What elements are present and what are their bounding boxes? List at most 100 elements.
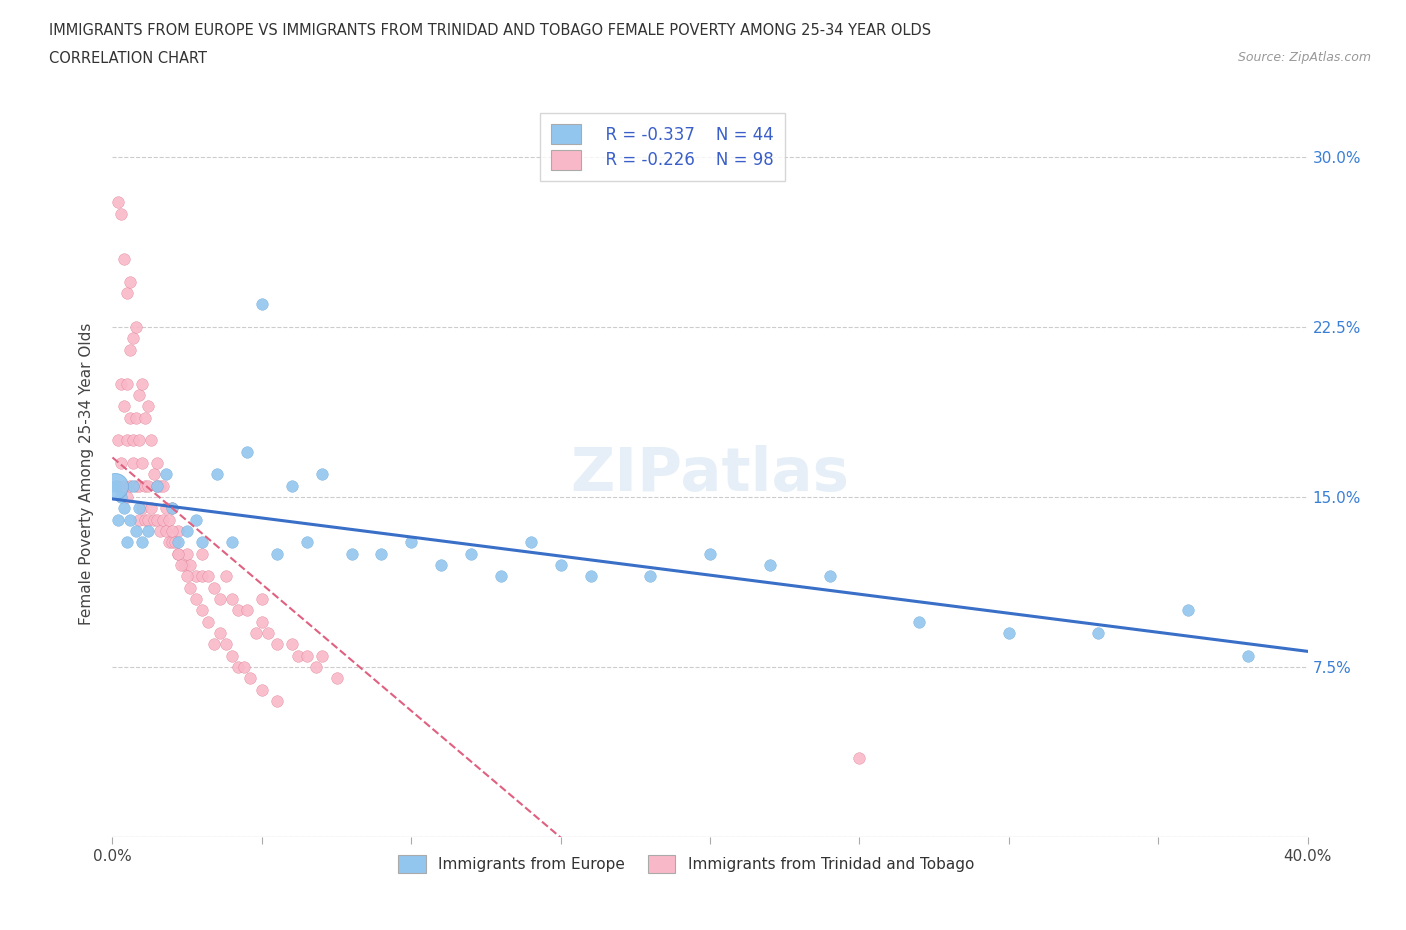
Point [287,648,309,663]
Point [281,637,304,652]
Point [550,558,572,573]
Point [134,410,156,425]
Point [266,546,288,561]
Point [152,512,174,527]
Text: IMMIGRANTS FROM EUROPE VS IMMIGRANTS FROM TRINIDAD AND TOBAGO FEMALE POVERTY AMO: IMMIGRANTS FROM EUROPE VS IMMIGRANTS FRO… [49,23,931,38]
Point [257,626,280,641]
Point [179,580,201,595]
Point [1237,648,1260,663]
Point [146,456,169,471]
Point [401,535,423,550]
Point [138,399,160,414]
Point [908,614,931,629]
Point [236,603,259,618]
Point [143,467,166,482]
Point [640,569,662,584]
Point [165,535,187,550]
Point [759,558,782,573]
Point [122,432,145,447]
Text: Source: ZipAtlas.com: Source: ZipAtlas.com [1237,51,1371,64]
Point [131,376,153,391]
Point [120,478,142,493]
Point [128,512,150,527]
Point [179,558,201,573]
Point [146,512,169,527]
Point [233,659,256,674]
Point [110,456,132,471]
Point [202,637,225,652]
Point [114,478,135,493]
Point [221,591,243,606]
Point [138,478,160,493]
Point [250,683,273,698]
Point [266,694,288,709]
Point [197,614,219,629]
Point [149,478,172,493]
Y-axis label: Female Poverty Among 25-34 Year Olds: Female Poverty Among 25-34 Year Olds [79,323,94,626]
Point [134,478,156,493]
Point [162,535,183,550]
Point [173,558,195,573]
Point [340,546,363,561]
Point [152,478,174,493]
Point [221,648,243,663]
Point [167,535,190,550]
Point [699,546,721,561]
Point [157,512,180,527]
Point [226,659,249,674]
Point [125,524,148,538]
Point [579,569,602,584]
Point [120,342,142,357]
Point [236,445,259,459]
Point [295,535,318,550]
Point [104,478,127,493]
Point [205,467,228,482]
Point [489,569,512,584]
Point [197,569,219,584]
Point [146,478,169,493]
Point [167,546,190,561]
Point [141,432,163,447]
Point [430,558,453,573]
Point [176,524,198,538]
Point [128,432,150,447]
Point [170,558,193,573]
Point [191,535,214,550]
Point [250,591,273,606]
Point [155,501,177,516]
Point [848,751,870,765]
Point [138,512,160,527]
Point [107,195,129,210]
Point [143,512,166,527]
Point [215,569,238,584]
Point [191,603,214,618]
Point [209,591,232,606]
Point [191,569,214,584]
Point [110,489,132,504]
Point [250,614,273,629]
Point [122,478,145,493]
Point [117,489,139,504]
Point [460,546,482,561]
Point [125,320,148,335]
Point [295,648,318,663]
Point [167,524,190,538]
Point [281,478,304,493]
Point [226,603,249,618]
Point [107,478,129,493]
Point [1087,626,1109,641]
Point [120,410,142,425]
Point [186,591,208,606]
Point [520,535,543,550]
Point [325,671,347,685]
Point [110,376,132,391]
Point [167,546,190,561]
Point [131,456,153,471]
Point [120,274,142,289]
Point [128,501,150,516]
Point [149,524,172,538]
Point [186,512,208,527]
Legend: Immigrants from Europe, Immigrants from Trinidad and Tobago: Immigrants from Europe, Immigrants from … [391,847,981,880]
Point [155,524,177,538]
Point [162,524,183,538]
